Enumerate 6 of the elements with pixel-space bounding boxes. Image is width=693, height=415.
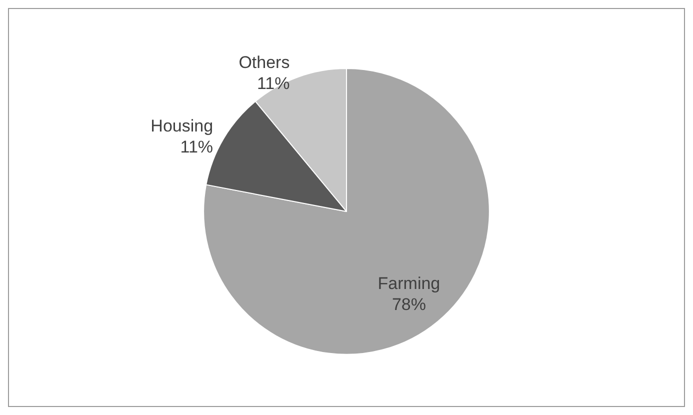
data-label: 11% [256,74,290,94]
slice-label: Farming [378,274,440,293]
data-label: 11% [180,138,214,157]
data-label: 78% [392,294,426,314]
slice-label: Others [238,53,290,72]
slice-label: Housing [150,116,214,136]
